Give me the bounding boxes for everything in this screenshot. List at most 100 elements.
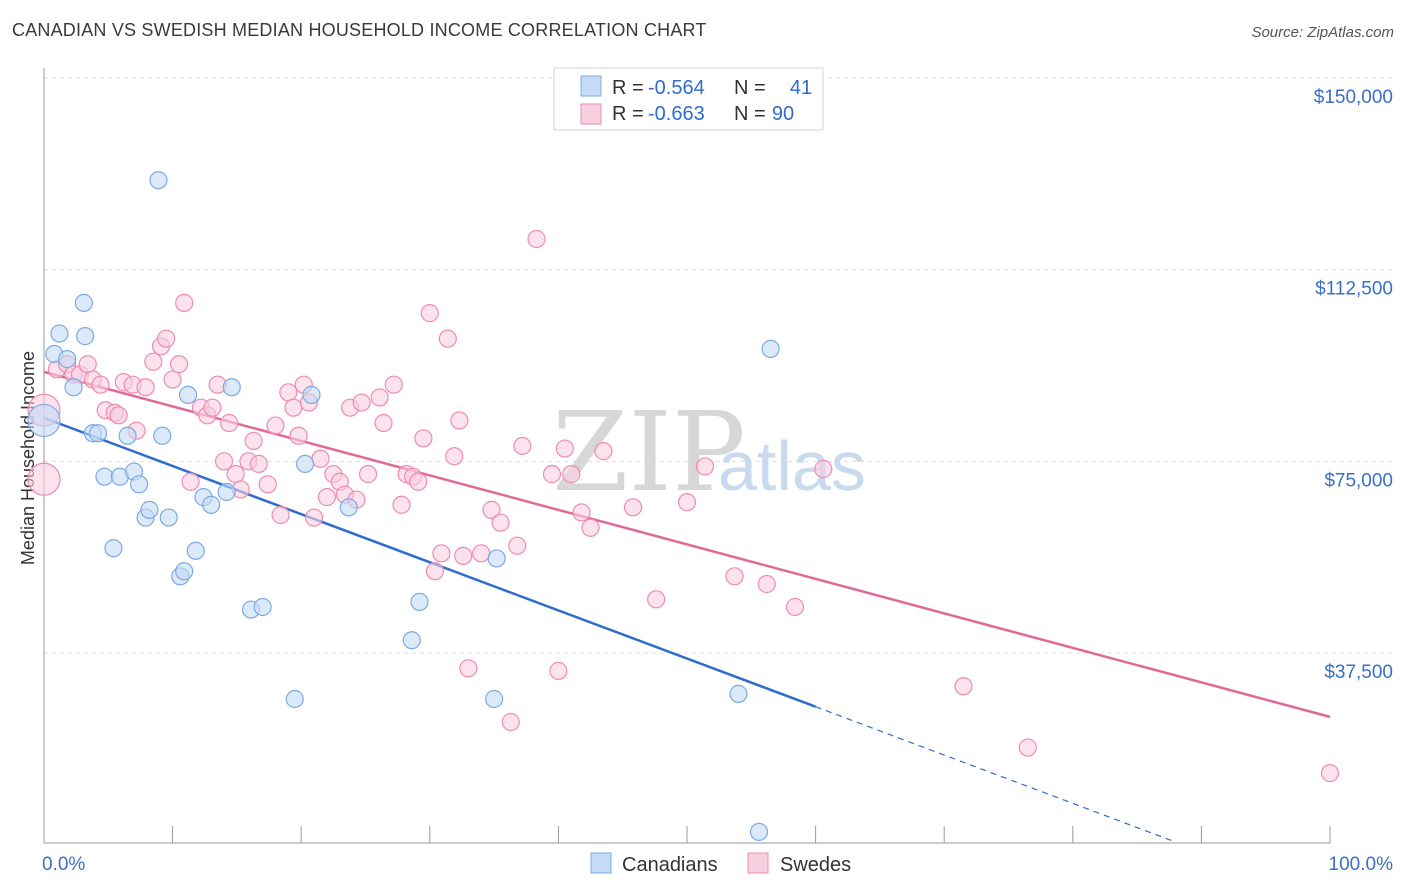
swedes-point-73 — [513, 436, 532, 456]
x-tick-label-0: 0.0% — [42, 854, 85, 875]
canadians-point-19 — [159, 508, 178, 527]
swedes-point-39 — [289, 426, 308, 445]
canadians-point-32 — [302, 385, 321, 404]
canadians-point-8 — [88, 424, 108, 443]
canadians-point-26 — [217, 482, 236, 502]
canadians-point-0 — [27, 403, 61, 438]
swedes-point-86 — [725, 567, 744, 586]
canadians-point-9 — [95, 467, 114, 486]
swedes-point-90 — [954, 677, 973, 696]
canadians-point-16 — [140, 500, 159, 519]
swedes-point-72 — [508, 536, 527, 555]
swedes-point-52 — [370, 388, 389, 407]
legend-n-label-1: N = — [734, 77, 766, 99]
swedes-point-71 — [501, 712, 520, 732]
canadians-point-18 — [153, 426, 172, 445]
canadians-point-34 — [402, 631, 421, 650]
swedes-point-27 — [214, 452, 234, 471]
swedes-point-16 — [144, 352, 163, 371]
swedes-point-33 — [249, 454, 268, 473]
source-credit: Source: ZipAtlas.com — [1251, 24, 1394, 41]
swedes-point-78 — [562, 465, 581, 484]
y-tick-label-0: $37,500 — [1324, 662, 1393, 683]
canadians-point-4 — [64, 378, 83, 397]
canadians-point-6 — [76, 327, 95, 346]
swedes-point-38 — [284, 398, 303, 417]
canadians-point-14 — [130, 475, 149, 494]
bottom-legend-swedes: Swedes — [780, 854, 851, 876]
canadians-point-23 — [186, 541, 205, 560]
swedes-point-65 — [450, 411, 469, 430]
swedes-point-75 — [542, 465, 562, 484]
swedes-point-69 — [482, 500, 501, 519]
trend-line-swedes — [43, 370, 1331, 719]
data-points — [27, 171, 1340, 841]
canadians-point-36 — [485, 689, 504, 709]
swedes-point-19 — [163, 370, 182, 389]
swedes-point-91 — [1018, 738, 1037, 757]
canadians-point-39 — [761, 339, 780, 358]
swedes-point-89 — [814, 459, 833, 479]
swedes-point-51 — [358, 465, 378, 484]
swedes-point-1 — [27, 462, 61, 496]
swedes-point-82 — [623, 498, 643, 517]
swedes-point-74 — [527, 229, 546, 249]
swedes-point-11 — [109, 406, 128, 425]
swedes-point-83 — [647, 590, 666, 609]
swedes-point-68 — [472, 544, 491, 563]
legend-r-label-2: R = — [612, 103, 644, 125]
swedes-point-32 — [244, 431, 263, 450]
swedes-point-44 — [317, 488, 337, 507]
swedes-point-8 — [91, 375, 110, 394]
swedes-point-18 — [157, 329, 176, 348]
canadians-point-17 — [149, 171, 168, 190]
trend-line-canadians-extrapolated — [815, 706, 1176, 843]
swedes-point-43 — [311, 449, 330, 468]
watermark-zip: ZIP — [552, 388, 746, 516]
bottom-legend-swatch-swedes — [747, 852, 769, 874]
swedes-point-34 — [258, 475, 277, 494]
swedes-point-59 — [414, 429, 433, 448]
x-tick-labels: 0.0% 100.0% — [42, 854, 1393, 875]
swedes-point-22 — [181, 472, 200, 491]
swedes-point-37 — [279, 383, 298, 402]
x-tick-label-1: 100.0% — [1329, 854, 1394, 875]
canadians-point-22 — [178, 385, 198, 404]
swedes-point-85 — [695, 457, 715, 476]
legend-n-label-2: N = — [734, 103, 766, 125]
swedes-point-28 — [220, 413, 239, 433]
swedes-point-76 — [549, 661, 568, 680]
canadians-point-33 — [339, 498, 358, 517]
swedes-point-36 — [271, 505, 290, 525]
legend-n-value-2: 90 — [772, 103, 794, 125]
swedes-point-63 — [438, 329, 457, 348]
correlation-legend: R = -0.564 N = 41 R = -0.663 N = 90 — [553, 67, 824, 131]
canadians-point-37 — [487, 549, 506, 568]
y-axis-title: Median Household Income — [18, 351, 38, 565]
canadians-point-40 — [749, 822, 769, 841]
canadians-point-21 — [175, 562, 194, 581]
swedes-point-54 — [384, 375, 403, 394]
canadians-point-2 — [50, 324, 69, 343]
chart-title: CANADIAN VS SWEDISH MEDIAN HOUSEHOLD INC… — [12, 20, 707, 40]
swedes-point-88 — [785, 597, 805, 617]
swedes-point-58 — [409, 472, 428, 491]
swedes-point-53 — [374, 413, 393, 433]
canadians-point-27 — [222, 378, 241, 397]
watermark: ZIP atlas — [552, 388, 866, 516]
swedes-point-92 — [1320, 764, 1340, 783]
swedes-point-64 — [445, 447, 464, 466]
swedes-point-79 — [572, 503, 591, 522]
watermark-atlas: atlas — [718, 427, 866, 505]
canadians-point-38 — [729, 684, 748, 703]
swedes-point-70 — [491, 513, 510, 532]
swedes-point-50 — [352, 393, 371, 412]
swedes-point-25 — [203, 398, 222, 417]
swedes-point-29 — [226, 465, 245, 484]
swedes-point-21 — [175, 293, 194, 312]
y-tick-label-2: $112,500 — [1315, 279, 1393, 300]
canadians-point-30 — [285, 689, 304, 709]
legend-n-value-1: 41 — [790, 77, 812, 99]
swedes-point-6 — [78, 355, 97, 374]
